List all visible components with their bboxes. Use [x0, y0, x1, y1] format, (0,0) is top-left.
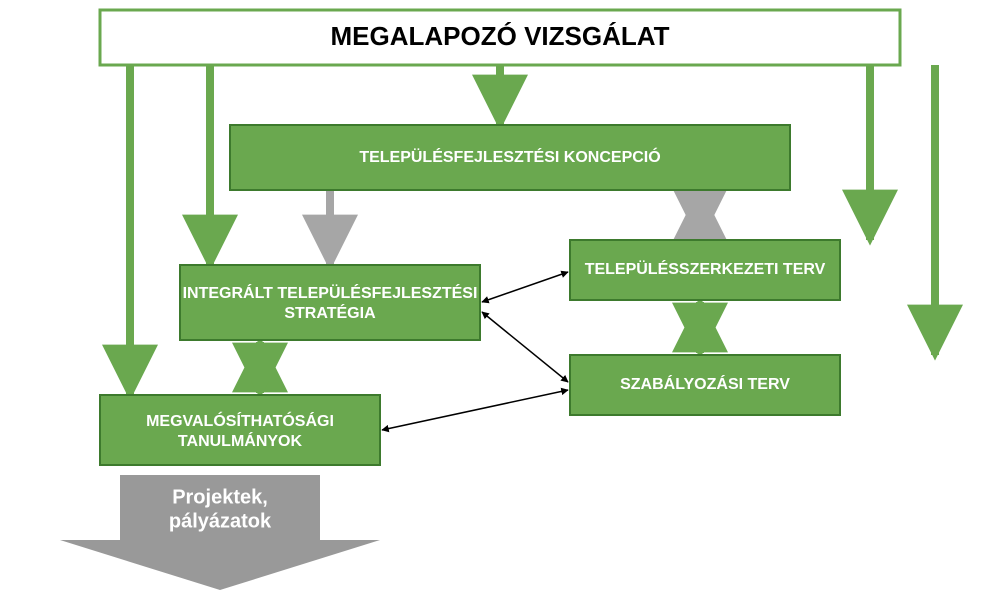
- root-label: MEGALAPOZÓ VIZSGÁLAT: [331, 21, 670, 51]
- projects-arrow: Projektek, pályázatok: [60, 475, 380, 590]
- its-line1: INTEGRÁLT TELEPÜLÉSFEJLESZTÉSI: [183, 283, 478, 302]
- node-its: INTEGRÁLT TELEPÜLÉSFEJLESZTÉSI STRATÉGIA: [180, 265, 480, 340]
- szabalyozasi-label: SZABÁLYOZÁSI TERV: [620, 374, 790, 393]
- arrows-green: [130, 65, 935, 395]
- node-szabalyozasi: SZABÁLYOZÁSI TERV: [570, 355, 840, 415]
- its-line2: STRATÉGIA: [284, 303, 376, 322]
- tanulmanyok-line2: TANULMÁNYOK: [178, 431, 303, 450]
- koncepcio-label: TELEPÜLÉSFEJLESZTÉSI KONCEPCIÓ: [359, 147, 660, 166]
- node-szerkezeti: TELEPÜLÉSSZERKEZETI TERV: [570, 240, 840, 300]
- node-tanulmanyok: MEGVALÓSÍTHATÓSÁGI TANULMÁNYOK: [100, 395, 380, 465]
- tanulmanyok-line1: MEGVALÓSÍTHATÓSÁGI: [146, 411, 334, 430]
- node-root: MEGALAPOZÓ VIZSGÁLAT: [100, 10, 900, 65]
- node-koncepcio: TELEPÜLÉSFEJLESZTÉSI KONCEPCIÓ: [230, 125, 790, 190]
- szerkezeti-label: TELEPÜLÉSSZERKEZETI TERV: [585, 259, 826, 278]
- projects-line1: Projektek,: [172, 486, 268, 508]
- projects-line2: pályázatok: [169, 510, 272, 532]
